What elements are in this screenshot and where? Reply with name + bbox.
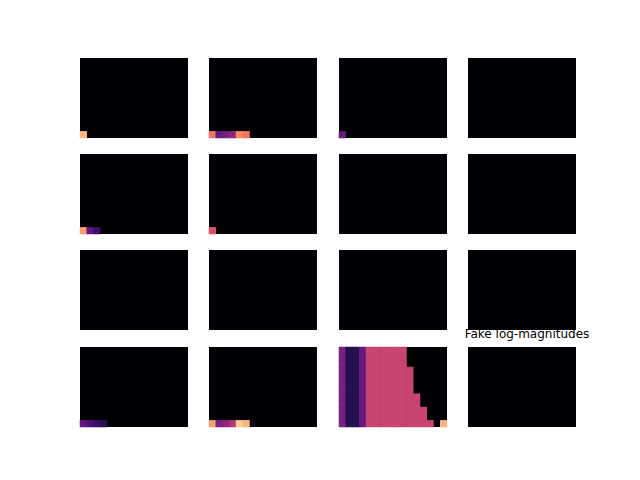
svg-text:Fake log-magnitudes: Fake log-magnitudes — [465, 327, 590, 341]
